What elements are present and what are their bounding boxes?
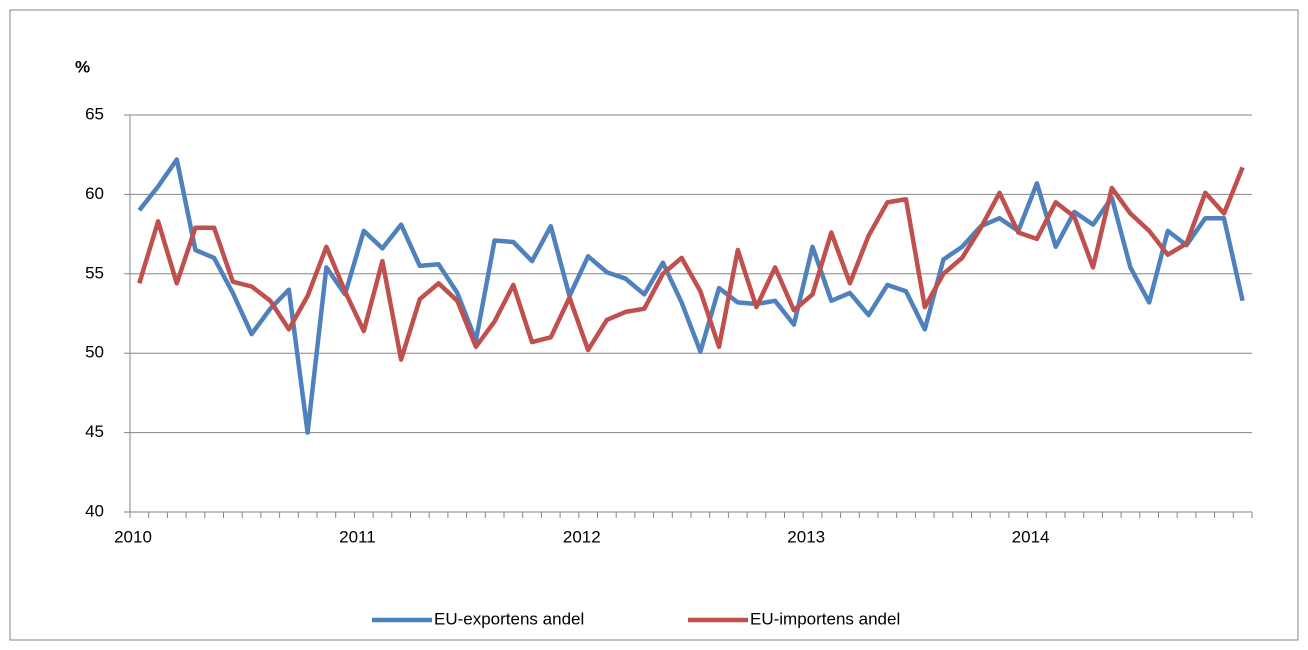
x-tick-label: 2014 [1012,527,1050,546]
y-tick-label: 65 [85,104,104,123]
y-tick-label: 55 [85,263,104,282]
chart-frame [9,9,1299,641]
x-tick-label: 2011 [339,527,376,546]
legend-label: EU-importens andel [750,609,900,628]
x-tick-label: 2012 [563,527,601,546]
x-tick-label: 2010 [114,527,152,546]
series-line [137,166,1245,362]
y-axis-label: % [75,57,90,76]
series-line [137,157,1245,435]
legend-label: EU-exportens andel [434,609,584,628]
y-tick-label: 40 [85,501,104,520]
y-tick-label: 60 [85,184,104,203]
y-tick-label: 45 [85,422,104,441]
x-tick-label: 2013 [787,527,825,546]
y-tick-label: 50 [85,343,104,362]
